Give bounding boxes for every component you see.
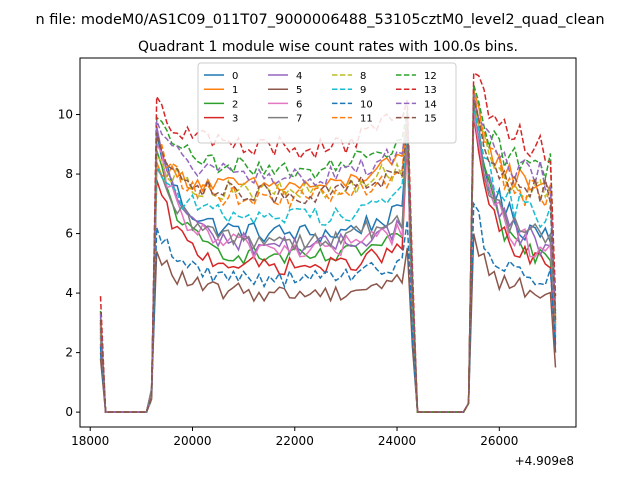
series-line-11: [99, 87, 557, 413]
x-axis-offset-label: +4.909e8: [515, 454, 574, 468]
legend-label-13: 13: [424, 85, 437, 96]
legend-label-1: 1: [232, 85, 238, 96]
series-line-6: [99, 111, 557, 413]
legend-label-5: 5: [296, 85, 302, 96]
legend-label-7: 7: [296, 114, 302, 125]
x-tick-label: 26000: [480, 434, 518, 448]
legend-label-0: 0: [232, 71, 238, 82]
axes-frame: [79, 57, 577, 428]
series-line-13: [99, 71, 557, 413]
legend-frame: [197, 62, 457, 144]
legend-label-4: 4: [296, 71, 302, 82]
legend-label-15: 15: [424, 114, 437, 125]
legend-label-6: 6: [296, 99, 302, 110]
y-axis: 0 2 4 6 8 10: [58, 108, 80, 419]
series-line-5: [99, 233, 557, 413]
y-tick-label: 4: [65, 286, 73, 300]
legend-label-11: 11: [360, 114, 373, 125]
series-line-12: [99, 84, 557, 413]
y-tick-label: 2: [65, 346, 73, 360]
y-tick-label: 6: [65, 227, 73, 241]
legend-label-10: 10: [360, 99, 373, 110]
series-line-3: [99, 114, 557, 413]
legend-label-3: 3: [232, 114, 238, 125]
series-line-7: [99, 102, 557, 413]
series-line-2: [99, 105, 557, 413]
legend-label-14: 14: [424, 99, 437, 110]
y-tick-label: 10: [58, 108, 73, 122]
x-tick-label: 22000: [276, 434, 314, 448]
x-tick-label: 20000: [173, 434, 211, 448]
legend-label-8: 8: [360, 71, 366, 82]
series-line-1: [99, 90, 557, 413]
series-line-8: [99, 96, 557, 413]
x-tick-label: 18000: [71, 434, 109, 448]
plot-area: [99, 71, 557, 413]
chart-title: Quadrant 1 module wise count rates with …: [138, 39, 518, 55]
y-tick-label: 8: [65, 167, 73, 181]
series-line-0: [99, 108, 557, 413]
x-tick-label: 24000: [378, 434, 416, 448]
y-tick-label: 0: [65, 405, 73, 419]
legend-label-12: 12: [424, 71, 437, 82]
series-line-9: [99, 105, 557, 413]
legend-label-2: 2: [232, 99, 238, 110]
series-line-15: [99, 99, 557, 413]
legend-label-9: 9: [360, 85, 366, 96]
series-line-14: [99, 93, 557, 413]
x-axis: 18000 20000 22000 24000 26000: [71, 427, 518, 448]
figure-suptitle: n file: modeM0/AS1C09_011T07_9000006488_…: [35, 12, 604, 28]
series-line-10: [99, 201, 557, 413]
